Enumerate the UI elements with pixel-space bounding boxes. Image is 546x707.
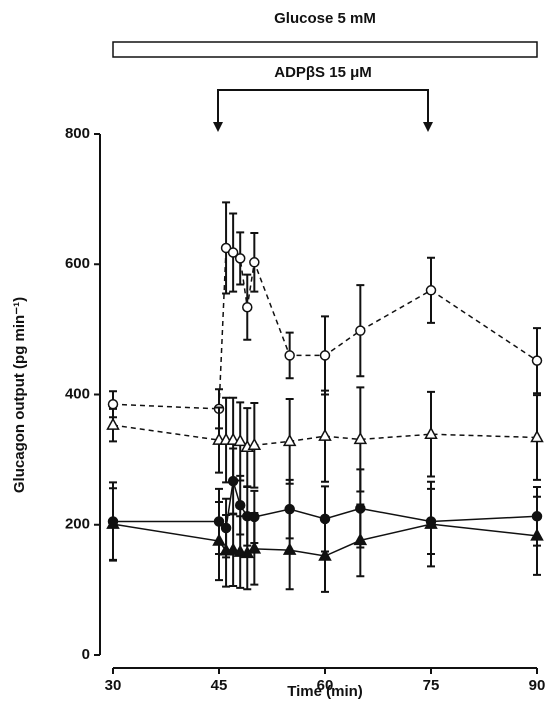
marker: [353, 431, 368, 445]
glucose-label: Glucose 5 mM: [274, 10, 376, 27]
marker: [247, 541, 262, 554]
y-axis-label: Glucagon output (pg min⁻¹): [11, 297, 28, 493]
glucose-bar: [112, 41, 538, 58]
marker: [355, 325, 366, 336]
y-tick-label: 400: [65, 385, 90, 402]
marker: [282, 433, 297, 447]
marker: [106, 516, 120, 529]
marker: [107, 399, 119, 410]
x-tick-label: 90: [529, 677, 546, 694]
marker: [319, 350, 331, 361]
y-tick-label: 600: [65, 255, 90, 272]
marker: [233, 433, 247, 447]
marker: [249, 257, 260, 268]
marker: [226, 542, 240, 555]
x-tick-label: 45: [211, 677, 228, 694]
marker: [227, 475, 239, 487]
marker: [284, 350, 295, 361]
marker: [282, 542, 297, 555]
x-tick-label: 30: [105, 677, 122, 694]
marker: [242, 301, 253, 313]
adp-label: ADPβS 15 μM: [274, 64, 372, 81]
y-tick-label: 200: [65, 516, 90, 533]
marker: [233, 544, 247, 557]
marker: [234, 253, 246, 264]
adp-arrows: [213, 122, 433, 132]
x-tick-label: 75: [423, 677, 440, 694]
y-tick-label: 800: [65, 125, 90, 142]
marker: [234, 499, 246, 511]
marker: [226, 432, 240, 445]
marker: [530, 528, 544, 541]
marker: [353, 532, 368, 546]
marker: [318, 428, 332, 441]
marker: [531, 355, 543, 366]
x-tick-label: 60: [317, 677, 334, 694]
marker: [247, 437, 262, 451]
series-line: [112, 246, 538, 410]
marker: [212, 533, 226, 546]
marker: [424, 426, 438, 439]
adp-bracket: [217, 89, 429, 130]
y-tick-label: 0: [82, 646, 90, 663]
marker: [425, 285, 437, 296]
marker: [227, 247, 239, 258]
marker: [318, 548, 332, 561]
x-axis-label: Time (min): [287, 683, 363, 700]
marker: [530, 429, 544, 443]
marker: [106, 417, 120, 430]
marker: [424, 516, 438, 529]
